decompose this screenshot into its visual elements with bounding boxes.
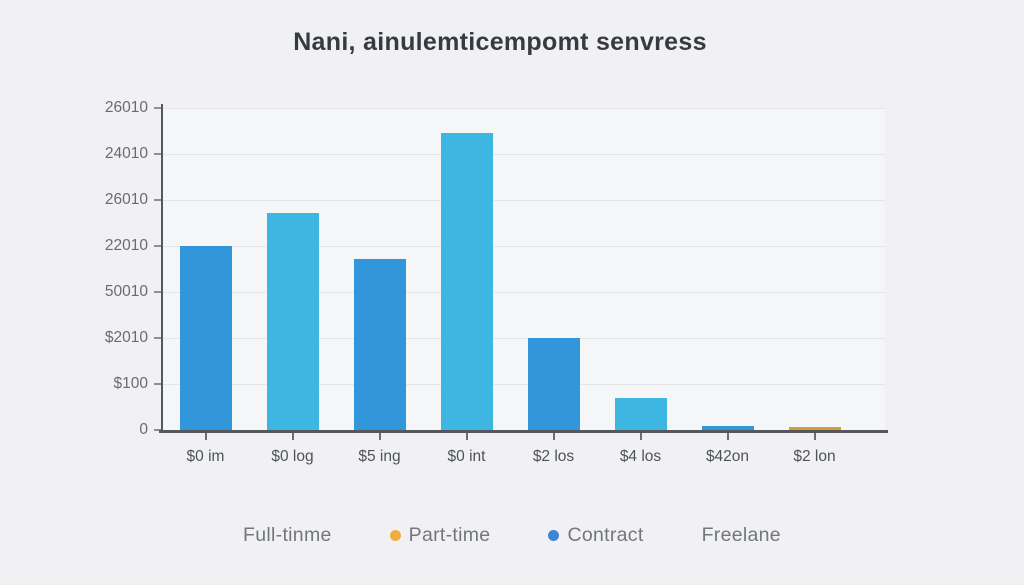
legend-label: Full-tinme: [243, 524, 332, 546]
legend-dot-icon: [389, 530, 401, 541]
bar: [179, 246, 232, 430]
grid-line: [162, 108, 885, 109]
grid-line: [162, 384, 885, 385]
y-tick-mark: [154, 383, 162, 385]
x-tick-mark: [813, 433, 816, 440]
legend-dot-icon: [548, 530, 560, 541]
y-tick-label: 22010: [104, 237, 148, 254]
legend-item-full-tinme: Full-tinme: [243, 524, 332, 547]
x-tick-label: $0 log: [271, 448, 314, 465]
y-tick-label: 0: [139, 421, 148, 438]
legend-label: Freelane: [701, 524, 781, 546]
y-tick-mark: [154, 337, 162, 339]
bar: [440, 133, 493, 430]
x-tick-mark: [639, 433, 642, 440]
y-tick-label: 50010: [104, 283, 148, 300]
legend-item-contract: Contract: [548, 524, 643, 547]
y-tick-mark: [154, 291, 162, 293]
bar: [614, 397, 667, 430]
x-tick-label: $0 im: [186, 448, 225, 465]
x-tick-mark: [378, 433, 381, 440]
bar: [353, 258, 406, 430]
grid-line: [162, 200, 885, 201]
chart-legend: Full-tinme Part-time Contract Freelane: [0, 524, 1024, 547]
y-tick-label: 26010: [104, 191, 148, 208]
bar: [266, 212, 319, 430]
y-tick-label: 24010: [104, 145, 148, 162]
y-tick-label: $2010: [104, 329, 148, 346]
x-tick-mark: [726, 433, 729, 440]
x-tick-mark: [291, 433, 294, 440]
y-tick-mark: [154, 199, 162, 201]
y-tick-label: 26010: [104, 99, 148, 116]
x-tick-label: $5 ing: [358, 448, 401, 465]
grid-line: [162, 338, 885, 339]
x-tick-label: $2 lon: [793, 448, 836, 465]
chart-title: Nani, ainulemticempomt senvress: [293, 28, 707, 56]
x-tick-mark: [552, 433, 555, 440]
bar: [788, 426, 841, 430]
legend-label: Contract: [567, 524, 644, 546]
bar: [701, 425, 754, 430]
grid-line: [162, 246, 885, 247]
legend-label: Part-time: [408, 524, 491, 546]
y-tick-mark: [154, 429, 162, 431]
grid-line: [162, 154, 885, 155]
x-tick-label: $4 los: [619, 448, 662, 465]
y-tick-label: $100: [113, 375, 148, 392]
x-tick-label: $42on: [705, 448, 750, 465]
x-tick-mark: [204, 433, 207, 440]
bar: [527, 338, 580, 430]
x-tick-label: $0 int: [447, 448, 486, 465]
grid-line: [162, 292, 885, 293]
legend-item-part-time: Part-time: [389, 524, 491, 547]
x-axis: [159, 430, 888, 433]
legend-item-freelane: Freelane: [702, 524, 781, 547]
y-tick-mark: [154, 107, 162, 109]
y-axis: [161, 104, 163, 430]
y-tick-mark: [154, 245, 162, 247]
y-tick-mark: [154, 153, 162, 155]
x-tick-mark: [465, 433, 468, 440]
x-tick-label: $2 los: [532, 448, 575, 465]
